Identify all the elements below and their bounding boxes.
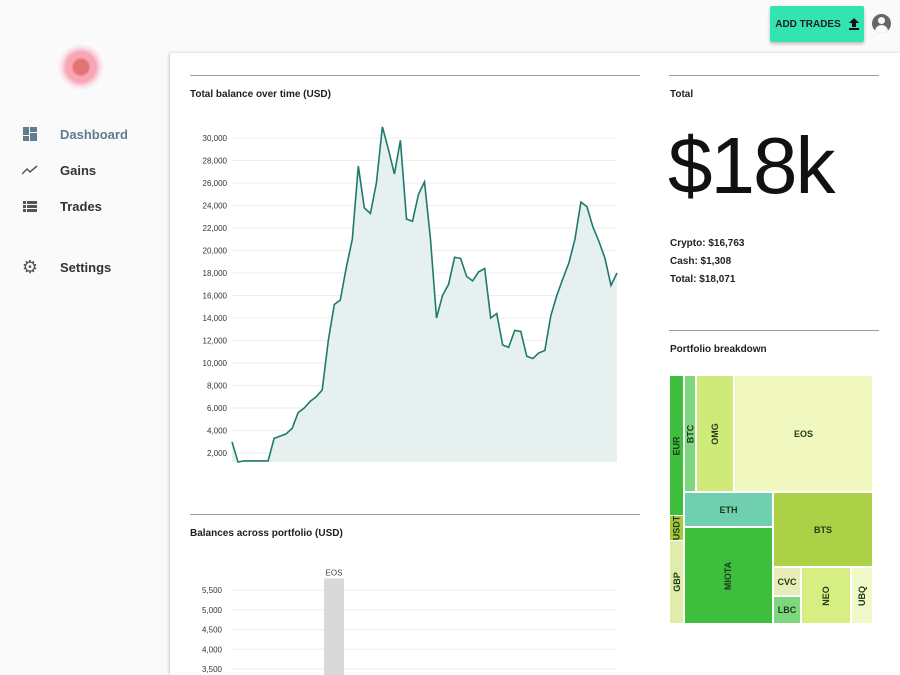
app-logo[interactable] [58,44,104,90]
balance-line [231,126,618,463]
treemap-cell-label: BTC [685,424,695,443]
balance-line-chart: 2,000 4,000 6,000 8,000 10,000 12,000 14,000 16… [203,126,618,463]
y-tick-label: 14,000 [203,314,228,323]
y-tick-label: 30,000 [203,134,228,143]
gear-icon: ⚙ [21,256,39,277]
sidebar-item-label: Trades [60,198,102,214]
treemap-cell-label: MIOTA [723,561,734,590]
treemap-cell-label: OMG [710,422,720,445]
balance-area [232,126,617,463]
y-tick-label: 24,000 [203,202,228,211]
y-tick-label: 8,000 [207,382,228,391]
bar-eos [324,578,344,675]
y-tick-label: 2,000 [207,449,228,458]
bar-label: EOS [326,568,343,577]
breakdown-title: Portfolio breakdown [670,344,767,355]
y-tick-label: 4,500 [202,626,223,635]
treemap-cell-label: EOS [793,428,813,439]
account-circle-icon[interactable] [872,14,891,33]
y-tick-label: 5,000 [202,606,223,615]
y-tick-label: 5,500 [202,586,223,595]
treemap-cell-label: GBP [671,572,682,592]
grand-total: Total: $18,071 [670,274,736,285]
sidebar-item-gains[interactable]: Gains [0,155,170,185]
treemap-cell-ubq[interactable]: UBQ [852,568,872,623]
y-tick-label: 6,000 [207,404,228,413]
y-tick-label: 18,000 [203,269,228,278]
y-tick-label: 10,000 [203,359,228,368]
add-trades-label: ADD TRADES [775,18,841,30]
treemap-cell-label: ETH [719,504,738,515]
add-trades-button[interactable]: ADD TRADES [770,6,864,42]
y-tick-label: 22,000 [203,224,228,233]
treemap-cell-cvc[interactable]: CVC [774,568,800,595]
treemap-cell-eth[interactable]: ETH [685,493,772,526]
cash-total: Cash: $1,308 [670,256,732,267]
y-tick-label: 4,000 [202,645,223,654]
portfolio-chart-title: Balances across portfolio (USD) [190,528,343,539]
treemap-cell-label: NEO [820,585,831,606]
total-title: Total [670,89,694,100]
total-big-value: $18k [668,121,835,210]
treemap-cell-neo[interactable]: NEO [802,568,850,623]
sidebar-item-trades[interactable]: Trades [0,191,170,221]
treemap-cell-label: LBC [777,605,797,615]
treemap-cell-label: UBQ [857,585,867,606]
sidebar-item-settings[interactable]: ⚙ Settings [0,252,170,282]
upload-icon [848,18,859,30]
divider [669,330,879,331]
treemap-cell-label: USDT [671,515,682,541]
treemap-cell-miota[interactable]: MIOTA [685,528,772,623]
balance-chart-title: Total balance over time (USD) [190,89,331,100]
y-tick-label: 3,500 [202,665,223,674]
treemap-cell-btc[interactable]: BTC [685,376,695,491]
treemap-cell-usdt[interactable]: USDT [670,516,683,540]
treemap-cell-label: BTS [814,524,832,535]
trending-icon [0,165,60,175]
sidebar-item-label: Settings [60,259,112,275]
treemap-cell-omg[interactable]: OMG [697,376,733,491]
divider [669,75,879,76]
dashboard-icon [0,127,60,141]
crypto-total: Crypto: $16,763 [670,238,745,249]
treemap-cell-lbc[interactable]: LBC [774,597,800,623]
y-tick-label: 4,000 [207,427,228,436]
treemap-cell-label: CVC [777,576,797,587]
y-tick-label: 26,000 [203,179,228,188]
treemap-cell-gbp[interactable]: GBP [670,541,683,623]
treemap-cell-bts[interactable]: BTS [774,493,872,566]
divider [190,514,640,515]
treemap-cell-label: EUR [671,435,682,456]
sidebar-item-label: Gains [60,162,97,178]
list-icon [0,200,60,212]
portfolio-bar-chart: 3,500 4,000 4,500 5,000 5,500 EOS [202,568,617,675]
y-tick-label: 12,000 [203,337,228,346]
y-tick-label: 20,000 [203,247,228,256]
sidebar-item-label: Dashboard [60,126,128,142]
y-tick-label: 16,000 [203,292,228,301]
divider [190,75,640,76]
sidebar-item-dashboard[interactable]: Dashboard [0,119,170,149]
y-tick-label: 28,000 [203,157,228,166]
treemap-cell-eos[interactable]: EOS [735,376,872,491]
treemap-cell-eur[interactable]: EUR [670,376,683,515]
